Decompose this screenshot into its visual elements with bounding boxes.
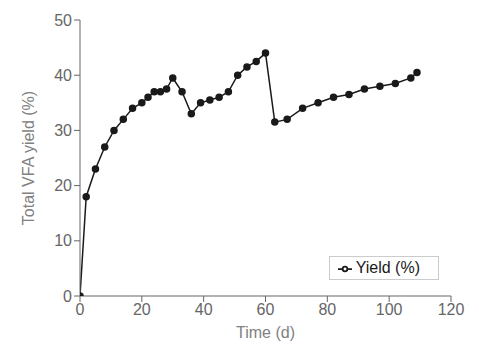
svg-text:120: 120 — [438, 301, 465, 318]
svg-text:100: 100 — [376, 301, 403, 318]
svg-text:60: 60 — [257, 301, 275, 318]
svg-text:30: 30 — [54, 122, 72, 139]
svg-text:Time (d): Time (d) — [236, 324, 295, 341]
html-text:Yield (%): Yield (%) — [355, 259, 420, 276]
svg-text:40: 40 — [54, 67, 72, 84]
svg-text:50: 50 — [54, 12, 72, 29]
svg-text:80: 80 — [318, 301, 336, 318]
svg-text:20: 20 — [54, 177, 72, 194]
svg-text:0: 0 — [63, 288, 72, 305]
svg-text:40: 40 — [195, 301, 213, 318]
svg-text:Total VFA yield (%): Total VFA yield (%) — [20, 91, 37, 225]
svg-text:0: 0 — [76, 301, 85, 318]
svg-text:20: 20 — [133, 301, 151, 318]
svg-text:10: 10 — [54, 232, 72, 249]
